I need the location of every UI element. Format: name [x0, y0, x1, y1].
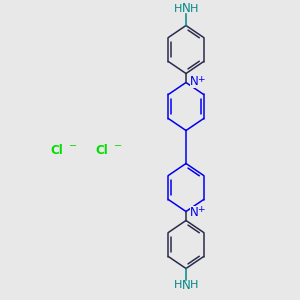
Text: Cl: Cl	[51, 143, 63, 157]
Text: H: H	[173, 4, 182, 14]
Text: N: N	[182, 279, 190, 292]
Text: N: N	[182, 2, 190, 15]
Text: H: H	[173, 280, 182, 290]
Text: −: −	[114, 140, 123, 151]
Text: H: H	[190, 4, 199, 14]
Text: +: +	[197, 205, 204, 214]
Text: Cl: Cl	[96, 143, 108, 157]
Text: N: N	[190, 75, 199, 88]
Text: −: −	[69, 140, 78, 151]
Text: +: +	[197, 75, 204, 84]
Text: N: N	[190, 206, 199, 219]
Text: H: H	[190, 280, 199, 290]
